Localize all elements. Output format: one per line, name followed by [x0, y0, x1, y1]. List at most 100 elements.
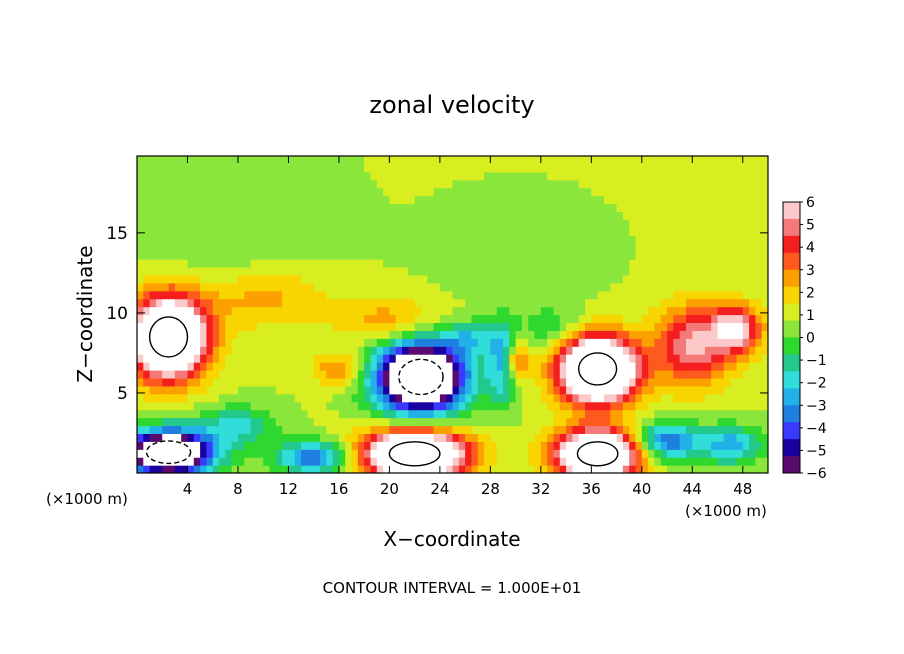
heatmap-cell	[667, 457, 674, 466]
heatmap-cell	[427, 251, 435, 260]
heatmap-cell	[433, 243, 441, 252]
heatmap-cell	[622, 227, 630, 236]
heatmap-cell	[250, 243, 258, 252]
heatmap-cell	[616, 346, 624, 355]
heatmap-cell	[540, 251, 548, 260]
heatmap-cell	[484, 243, 491, 252]
heatmap-cell	[408, 330, 416, 339]
heatmap-cell	[603, 251, 611, 260]
heatmap-cell	[231, 338, 239, 347]
heatmap-cell	[250, 362, 258, 371]
heatmap-cell	[174, 290, 182, 300]
heatmap-cell	[749, 441, 756, 450]
heatmap-cell	[521, 298, 529, 308]
heatmap-cell	[376, 330, 384, 339]
heatmap-cell	[717, 290, 725, 300]
heatmap-cell	[357, 266, 365, 276]
heatmap-cell	[616, 156, 624, 165]
heatmap-cell	[187, 156, 195, 165]
heatmap-cell	[471, 203, 479, 213]
heatmap-cell	[345, 354, 353, 363]
heatmap-cell	[383, 354, 390, 363]
heatmap-cell	[679, 425, 687, 434]
heatmap-cell	[730, 314, 738, 324]
heatmap-cell	[679, 417, 687, 427]
heatmap-cell	[433, 346, 441, 355]
heatmap-cell	[730, 251, 738, 260]
heatmap-cell	[749, 338, 756, 347]
heatmap-cell	[673, 433, 681, 442]
heatmap-cell	[420, 274, 428, 284]
heatmap-cell	[168, 251, 176, 260]
heatmap-cell	[736, 163, 744, 173]
heatmap-cell	[465, 251, 473, 260]
heatmap-cell	[502, 219, 510, 228]
heatmap-cell	[427, 338, 435, 347]
heatmap-cell	[553, 156, 561, 165]
heatmap-cell	[553, 163, 561, 173]
heatmap-cell	[641, 330, 649, 339]
heatmap-cell	[275, 441, 283, 450]
heatmap-cell	[307, 425, 315, 434]
heatmap-cell	[376, 417, 384, 427]
heatmap-cell	[414, 449, 422, 458]
heatmap-cell	[471, 227, 479, 236]
heatmap-cell	[458, 433, 466, 442]
heatmap-cell	[282, 298, 290, 308]
heatmap-cell	[559, 187, 567, 197]
heatmap-cell	[502, 306, 510, 316]
heatmap-cell	[357, 377, 365, 387]
heatmap-cell	[351, 449, 359, 458]
heatmap-cell	[313, 314, 321, 324]
heatmap-cell	[351, 163, 359, 173]
heatmap-cell	[578, 433, 586, 442]
heatmap-cell	[559, 259, 567, 268]
heatmap-cell	[685, 274, 693, 284]
heatmap-cell	[452, 298, 460, 308]
heatmap-cell	[452, 393, 460, 403]
heatmap-cell	[742, 156, 750, 165]
heatmap-cell	[402, 243, 409, 252]
heatmap-cell	[597, 385, 605, 395]
heatmap-cell	[389, 362, 397, 371]
heatmap-cell	[452, 259, 460, 268]
heatmap-cell	[704, 282, 712, 292]
heatmap-cell	[433, 330, 441, 339]
heatmap-cell	[187, 401, 195, 411]
heatmap-cell	[174, 465, 182, 473]
heatmap-cell	[326, 346, 334, 355]
heatmap-cell	[256, 449, 264, 458]
heatmap-cell	[288, 235, 296, 244]
heatmap-cell	[162, 338, 170, 347]
heatmap-cell	[231, 298, 239, 308]
heatmap-cell	[622, 290, 630, 300]
heatmap-cell	[301, 203, 308, 213]
heatmap-cell	[187, 433, 195, 442]
heatmap-cell	[528, 425, 536, 434]
heatmap-cell	[212, 457, 220, 466]
heatmap-cell	[364, 369, 372, 379]
heatmap-cell	[761, 338, 768, 347]
heatmap-cell	[471, 441, 479, 450]
heatmap-cell	[231, 274, 239, 284]
heatmap-cell	[559, 354, 567, 363]
heatmap-cell	[187, 163, 195, 173]
heatmap-cell	[622, 322, 630, 331]
heatmap-cell	[465, 163, 473, 173]
heatmap-cell	[749, 354, 756, 363]
heatmap-cell	[427, 274, 435, 284]
heatmap-cell	[622, 243, 630, 252]
heatmap-cell	[502, 266, 510, 276]
heatmap-cell	[427, 449, 435, 458]
heatmap-cell	[212, 187, 220, 197]
heatmap-cell	[181, 203, 189, 213]
x-tick-label: 20	[380, 480, 399, 498]
heatmap-cell	[256, 282, 264, 292]
heatmap-cell	[540, 393, 548, 403]
heatmap-cell	[332, 377, 340, 387]
heatmap-cell	[603, 227, 611, 236]
heatmap-cell	[269, 243, 277, 252]
heatmap-cell	[446, 171, 454, 181]
heatmap-cell	[502, 457, 510, 466]
heatmap-cell	[174, 243, 182, 252]
